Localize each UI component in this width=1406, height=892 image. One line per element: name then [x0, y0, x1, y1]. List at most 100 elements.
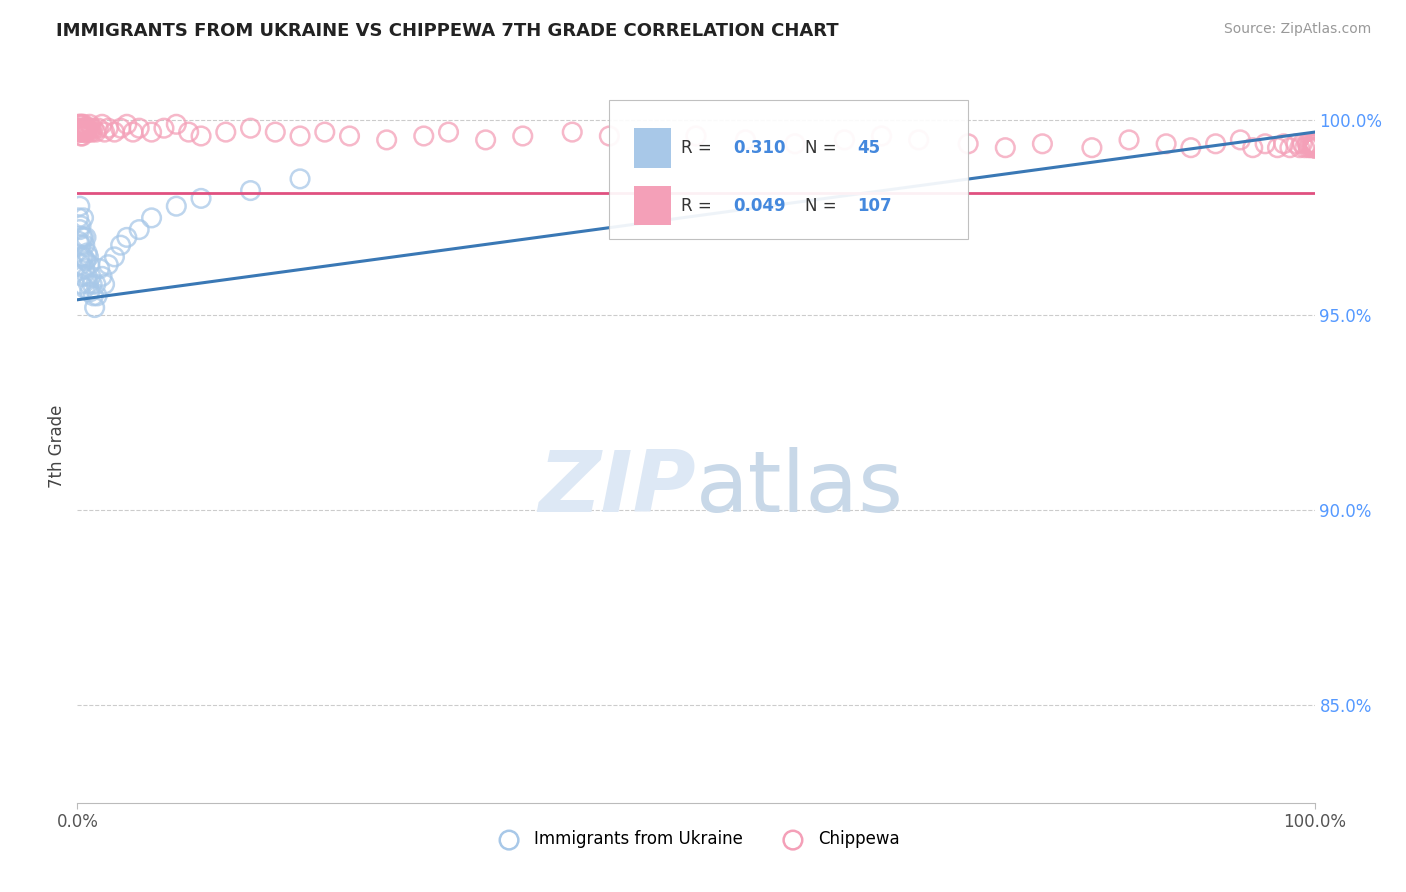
- Point: [70, 117, 93, 131]
- Point: [77, 250, 100, 264]
- Point: [73, 261, 96, 276]
- Point: [1303, 141, 1326, 155]
- Point: [77, 121, 100, 136]
- Point: [907, 133, 929, 147]
- Point: [1301, 136, 1323, 151]
- Point: [77, 277, 100, 292]
- Point: [72, 117, 94, 131]
- Point: [73, 125, 96, 139]
- Point: [1267, 141, 1289, 155]
- Point: [1303, 141, 1326, 155]
- Point: [69, 250, 91, 264]
- Text: 45: 45: [856, 139, 880, 157]
- Point: [1154, 136, 1177, 151]
- Text: R =: R =: [681, 196, 717, 214]
- Point: [994, 141, 1017, 155]
- Point: [76, 246, 98, 260]
- Point: [84, 277, 107, 292]
- Point: [75, 230, 97, 244]
- Bar: [634, 186, 671, 225]
- Point: [115, 117, 138, 131]
- Point: [72, 230, 94, 244]
- Point: [73, 238, 96, 252]
- Point: [1205, 136, 1227, 151]
- Text: 0.310: 0.310: [733, 139, 786, 157]
- Legend: Immigrants from Ukraine, Chippewa: Immigrants from Ukraine, Chippewa: [485, 824, 907, 855]
- Point: [1302, 141, 1324, 155]
- Point: [72, 121, 94, 136]
- Point: [870, 128, 893, 143]
- Point: [1298, 141, 1320, 155]
- Point: [70, 277, 93, 292]
- Point: [685, 128, 707, 143]
- Point: [1303, 136, 1326, 151]
- Point: [76, 125, 98, 139]
- Point: [190, 191, 212, 205]
- Point: [93, 125, 115, 139]
- Text: ZIP: ZIP: [538, 447, 696, 531]
- Point: [76, 121, 98, 136]
- Text: Source: ZipAtlas.com: Source: ZipAtlas.com: [1223, 22, 1371, 37]
- Point: [141, 125, 163, 139]
- Point: [72, 211, 94, 225]
- Text: IMMIGRANTS FROM UKRAINE VS CHIPPEWA 7TH GRADE CORRELATION CHART: IMMIGRANTS FROM UKRAINE VS CHIPPEWA 7TH …: [56, 22, 839, 40]
- Point: [1118, 133, 1140, 147]
- Point: [89, 261, 111, 276]
- Point: [115, 230, 138, 244]
- Point: [783, 136, 806, 151]
- Point: [1288, 141, 1310, 155]
- Point: [1303, 136, 1326, 151]
- Point: [103, 125, 125, 139]
- Point: [239, 121, 262, 136]
- Point: [72, 125, 94, 139]
- Point: [1272, 136, 1295, 151]
- Point: [70, 128, 93, 143]
- Point: [1303, 141, 1326, 155]
- Text: N =: N =: [804, 139, 842, 157]
- Text: N =: N =: [804, 196, 842, 214]
- Point: [79, 258, 101, 272]
- Point: [1302, 136, 1324, 151]
- Point: [1294, 141, 1316, 155]
- Point: [636, 133, 658, 147]
- Point: [1296, 136, 1319, 151]
- Point: [339, 128, 361, 143]
- Point: [1254, 136, 1277, 151]
- Point: [1303, 136, 1326, 151]
- Point: [67, 121, 90, 136]
- Point: [264, 125, 287, 139]
- Point: [1303, 141, 1326, 155]
- Point: [72, 121, 94, 136]
- Point: [1302, 141, 1324, 155]
- Point: [1303, 136, 1326, 151]
- Point: [93, 277, 115, 292]
- Point: [72, 128, 94, 143]
- Point: [412, 128, 434, 143]
- Point: [72, 230, 94, 244]
- Point: [70, 219, 93, 233]
- Point: [110, 238, 132, 252]
- Point: [97, 258, 120, 272]
- Point: [86, 289, 108, 303]
- Point: [73, 281, 96, 295]
- Point: [437, 125, 460, 139]
- Point: [84, 125, 107, 139]
- Point: [83, 301, 105, 315]
- Point: [87, 121, 110, 136]
- Point: [177, 125, 200, 139]
- Point: [1303, 136, 1326, 151]
- Text: R =: R =: [681, 139, 717, 157]
- Point: [474, 133, 496, 147]
- Point: [72, 269, 94, 284]
- Point: [80, 121, 103, 136]
- Point: [1303, 136, 1326, 151]
- Point: [1303, 136, 1326, 151]
- Point: [1291, 136, 1313, 151]
- Point: [82, 121, 104, 136]
- Point: [190, 128, 212, 143]
- Point: [79, 285, 101, 299]
- Point: [215, 125, 238, 139]
- Text: atlas: atlas: [696, 447, 904, 531]
- Point: [1278, 141, 1301, 155]
- Point: [75, 125, 97, 139]
